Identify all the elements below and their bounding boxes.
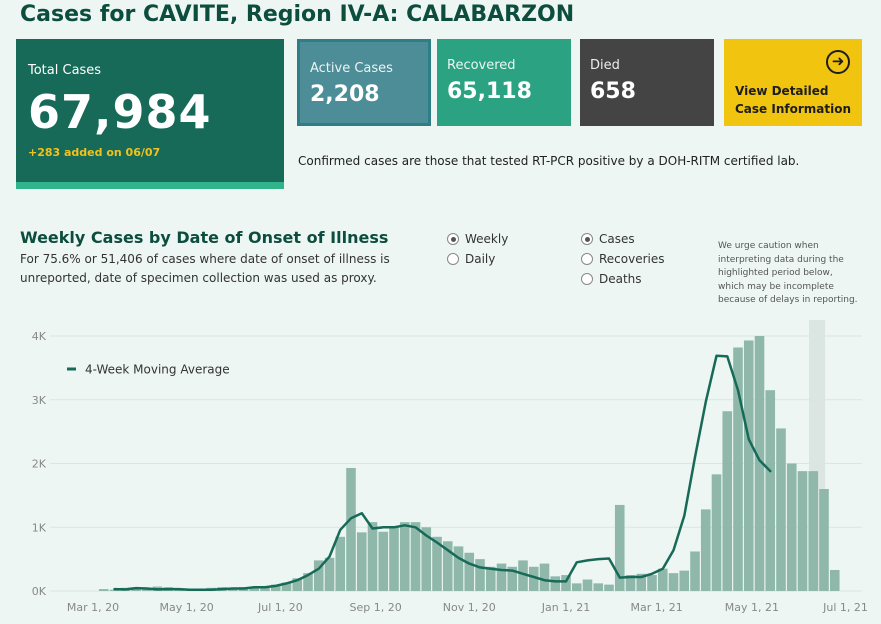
bar bbox=[712, 474, 722, 591]
bar bbox=[378, 532, 388, 591]
bar bbox=[572, 583, 582, 591]
bar bbox=[389, 527, 399, 591]
x-tick-label: Jan 1, 21 bbox=[541, 601, 590, 614]
x-tick-label: Jul 1, 21 bbox=[822, 601, 868, 614]
bar bbox=[593, 583, 603, 591]
bar bbox=[798, 471, 808, 591]
moving-average-line bbox=[115, 356, 771, 590]
bar bbox=[679, 571, 689, 591]
bar bbox=[787, 464, 797, 592]
bar bbox=[690, 551, 700, 591]
bar bbox=[819, 489, 829, 591]
x-tick-label: Jul 1, 20 bbox=[257, 601, 303, 614]
bar bbox=[497, 564, 507, 591]
bar bbox=[808, 471, 818, 591]
bar bbox=[776, 428, 786, 591]
bar bbox=[357, 532, 367, 591]
bar bbox=[550, 576, 560, 591]
bar bbox=[658, 569, 668, 591]
bar bbox=[604, 585, 614, 591]
x-tick-label: May 1, 21 bbox=[725, 601, 779, 614]
bar bbox=[583, 580, 593, 591]
bar bbox=[830, 570, 840, 591]
weekly-cases-chart: 0K 1K 2K 3K 4K Mar 1, 20 May 1, 20 Jul 1, 20 Sep… bbox=[0, 0, 881, 624]
x-tick-label: May 1, 20 bbox=[160, 601, 214, 614]
legend-label: 4-Week Moving Average bbox=[85, 363, 230, 377]
x-tick-label: Mar 1, 20 bbox=[67, 601, 119, 614]
y-tick-label: 1K bbox=[32, 521, 47, 534]
bar bbox=[464, 553, 474, 591]
bar bbox=[335, 537, 345, 591]
x-tick-label: Nov 1, 20 bbox=[443, 601, 496, 614]
bar bbox=[701, 509, 711, 591]
bar bbox=[669, 573, 679, 591]
x-tick-label: Sep 1, 20 bbox=[350, 601, 402, 614]
bar bbox=[99, 589, 109, 591]
x-tick-label: Mar 1, 21 bbox=[630, 601, 682, 614]
bar bbox=[454, 546, 464, 591]
y-tick-label: 4K bbox=[32, 330, 47, 343]
bar bbox=[647, 575, 657, 591]
bar bbox=[722, 411, 732, 591]
bar bbox=[475, 559, 485, 591]
y-tick-label: 0K bbox=[32, 585, 47, 598]
bar bbox=[486, 567, 496, 591]
bar bbox=[411, 522, 421, 591]
bar bbox=[325, 558, 335, 591]
bar bbox=[368, 522, 378, 591]
bar bbox=[346, 468, 356, 591]
y-tick-label: 2K bbox=[32, 458, 47, 471]
bar bbox=[744, 340, 754, 591]
y-tick-label: 3K bbox=[32, 394, 47, 407]
bar bbox=[733, 347, 743, 591]
bar bbox=[765, 390, 775, 591]
bar bbox=[540, 564, 550, 591]
bar bbox=[400, 522, 410, 591]
